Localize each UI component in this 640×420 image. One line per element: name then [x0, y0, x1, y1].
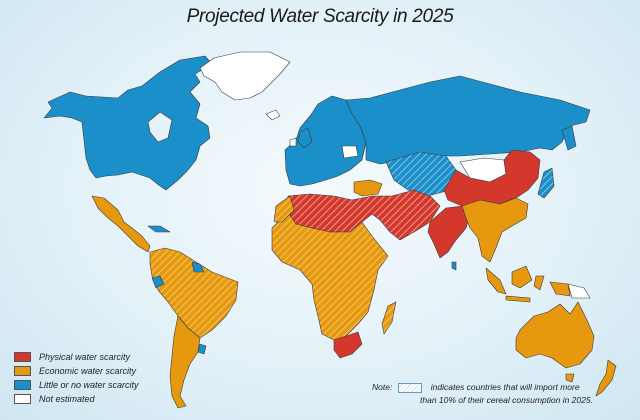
legend-label: Little or no water scarcity [39, 380, 139, 390]
swatch-not-estimated-icon [14, 394, 31, 404]
note-text-line2: than 10% of their cereal consumption in … [420, 395, 593, 405]
legend-item-not-estimated: Not estimated [14, 392, 139, 406]
region-south-africa [333, 331, 363, 359]
region-indonesia-borneo [511, 265, 533, 289]
region-kamchatka [561, 125, 577, 151]
region-south-america-north [149, 247, 239, 339]
legend: Physical water scarcity Economic water s… [14, 350, 139, 406]
region-southeast-asia [461, 197, 529, 263]
region-india-pakistan [427, 205, 471, 259]
region-ecuador [151, 275, 165, 289]
region-caribbean [147, 225, 171, 233]
region-madagascar [381, 301, 397, 335]
region-guyana [191, 261, 205, 273]
hatch-swatch-icon [398, 382, 423, 393]
note: Note: indicates countries that will impo… [372, 381, 640, 407]
legend-label: Economic water scarcity [39, 366, 137, 376]
region-sri-lanka [451, 261, 457, 271]
region-iceland [265, 109, 281, 121]
region-south-america-south [169, 315, 201, 409]
region-indonesia-sulawesi [533, 275, 545, 291]
region-tasmania [565, 373, 575, 383]
region-ireland [289, 137, 297, 147]
region-turkey [353, 179, 383, 197]
legend-label: Not estimated [39, 394, 95, 404]
region-new-guinea-west [549, 281, 571, 297]
region-russia [345, 75, 591, 165]
region-china [443, 149, 541, 207]
region-morocco [273, 195, 295, 223]
region-australia [515, 301, 595, 369]
legend-item-little: Little or no water scarcity [14, 378, 139, 392]
map-title: Projected Water Scarcity in 2025 [186, 6, 454, 27]
swatch-physical-icon [14, 352, 31, 362]
note-label: Note: [372, 382, 393, 392]
note-text-line1: indicates countries that will import mor… [430, 382, 580, 392]
swatch-economic-icon [14, 366, 31, 376]
region-mexico-central-america [91, 195, 151, 253]
region-uruguay [197, 343, 207, 355]
swatch-little-icon [14, 380, 31, 390]
legend-item-economic: Economic water scarcity [14, 364, 139, 378]
region-uk [297, 127, 313, 149]
region-papua-new-guinea [567, 283, 591, 299]
region-north-america [43, 55, 213, 191]
region-sub-saharan-africa [271, 211, 389, 341]
region-hudson-bay-water [147, 111, 173, 143]
region-greenland [199, 51, 291, 101]
legend-label: Physical water scarcity [39, 352, 131, 362]
region-indonesia-java [505, 295, 531, 303]
region-indonesia-sumatra [485, 267, 507, 295]
region-eastern-europe-unestimated [341, 145, 359, 159]
region-new-zealand [595, 359, 617, 397]
legend-item-physical: Physical water scarcity [14, 350, 139, 364]
region-japan [537, 167, 555, 199]
